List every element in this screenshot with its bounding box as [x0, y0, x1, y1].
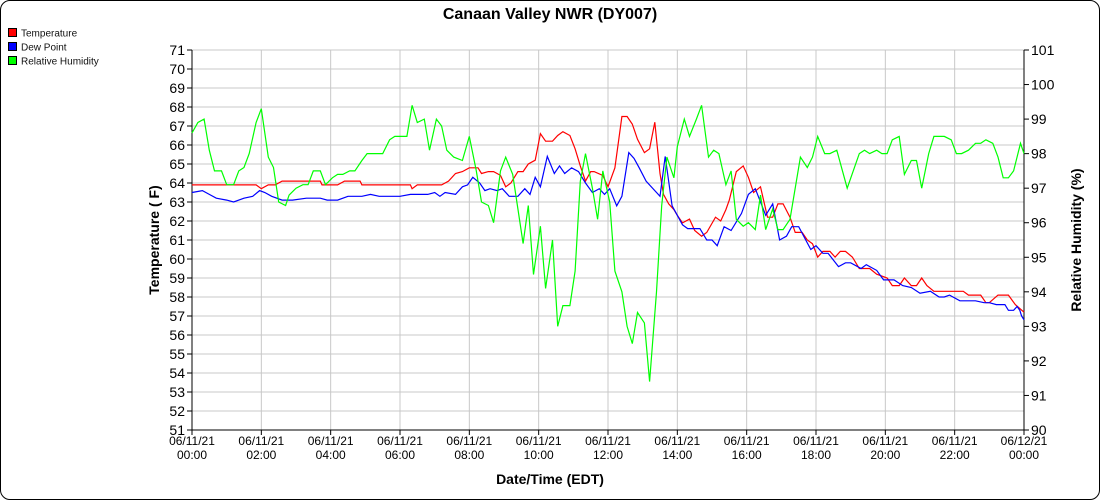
y-tick-label: 61 — [169, 232, 185, 248]
y-tick-label: 71 — [169, 42, 185, 58]
series-line-relative-humidity — [191, 105, 1025, 382]
x-tick-date: 06/11/21 — [516, 434, 562, 448]
x-tick-time: 06:00 — [385, 448, 415, 462]
legend-label: Relative Humidity — [21, 57, 99, 68]
chart-title: Canaan Valley NWR (DY007) — [443, 6, 657, 23]
series-line-dew-point — [191, 151, 1025, 321]
y-tick-label: 65 — [169, 156, 185, 172]
y-tick-label: 57 — [169, 308, 185, 324]
x-tick-date: 06/11/21 — [308, 434, 354, 448]
x-tick-date: 06/11/21 — [585, 434, 631, 448]
x-tick-time: 18:00 — [801, 448, 831, 462]
series-lines — [191, 105, 1025, 382]
x-tick-date: 06/11/21 — [654, 434, 700, 448]
series-line-temperature — [192, 115, 1025, 313]
y-tick-label: 56 — [169, 327, 185, 343]
legend-label: Temperature — [21, 29, 78, 40]
axes: 51 52 53 54 55 56 57 58 59 60 61 62 63 64 65 66 67 68 69 70… — [169, 42, 1054, 462]
y-tick-label: 69 — [169, 80, 185, 96]
x-tick-date: 06/12/21 — [1001, 434, 1048, 448]
y2-tick-label: 99 — [1031, 111, 1047, 127]
y-tick-label: 68 — [169, 99, 185, 115]
x-tick-date: 06/11/21 — [724, 434, 770, 448]
y2-tick-label: 101 — [1031, 42, 1055, 58]
y-tick-label: 52 — [169, 403, 185, 419]
x-tick-time: 00:00 — [177, 448, 207, 462]
y-axis-label: Temperature ( F) — [146, 185, 162, 294]
y-tick-label: 53 — [169, 384, 185, 400]
x-tick-date: 06/11/21 — [377, 434, 423, 448]
y-tick-label: 66 — [169, 137, 185, 153]
y2-tick-label: 95 — [1031, 249, 1047, 265]
y-tick-label: 67 — [169, 118, 185, 134]
x-tick-date: 06/11/21 — [446, 434, 492, 448]
legend-swatch — [8, 56, 17, 65]
x-tick-date: 06/11/21 — [932, 434, 978, 448]
y-tick-label: 60 — [169, 251, 185, 267]
y-tick-label: 55 — [169, 346, 185, 362]
y-tick-label: 59 — [169, 270, 185, 286]
x-tick-date: 06/11/21 — [238, 434, 284, 448]
x-tick-time: 16:00 — [732, 448, 762, 462]
x-tick-time: 00:00 — [1009, 448, 1039, 462]
x-tick-date: 06/11/21 — [862, 434, 908, 448]
legend: Temperature Dew Point Relative Humidity — [8, 28, 99, 68]
y2-tick-label: 100 — [1031, 77, 1055, 93]
y-tick-label: 64 — [169, 175, 185, 191]
x-tick-time: 12:00 — [593, 448, 623, 462]
x-tick-time: 20:00 — [870, 448, 900, 462]
y-tick-label: 62 — [169, 213, 185, 229]
legend-label: Dew Point — [21, 43, 67, 54]
y-tick-label: 63 — [169, 194, 185, 210]
x-tick-time: 22:00 — [940, 448, 970, 462]
y2-tick-label: 96 — [1031, 215, 1047, 231]
x-tick-time: 02:00 — [246, 448, 276, 462]
y2-tick-label: 90 — [1031, 422, 1047, 438]
y-tick-label: 58 — [169, 289, 185, 305]
legend-swatch — [8, 42, 17, 51]
y2-tick-label: 93 — [1031, 318, 1047, 334]
y2-tick-label: 92 — [1031, 353, 1047, 369]
y-tick-label: 51 — [169, 422, 185, 438]
x-tick-time: 14:00 — [662, 448, 692, 462]
y2-tick-label: 94 — [1031, 284, 1047, 300]
x-tick-time: 04:00 — [316, 448, 346, 462]
y2-tick-label: 98 — [1031, 146, 1047, 162]
y2-axis-label: Relative Humidity (%) — [1068, 168, 1084, 311]
x-tick-date: 06/11/21 — [169, 434, 215, 448]
y-tick-label: 70 — [169, 61, 185, 77]
x-tick-time: 10:00 — [524, 448, 554, 462]
legend-swatch — [8, 28, 17, 37]
x-axis-label: Date/Time (EDT) — [496, 471, 604, 487]
y2-tick-label: 97 — [1031, 180, 1047, 196]
x-tick-date: 06/11/21 — [793, 434, 839, 448]
x-tick-time: 08:00 — [454, 448, 484, 462]
y-tick-label: 54 — [169, 365, 185, 381]
gridlines — [191, 49, 1025, 431]
y2-tick-label: 91 — [1031, 387, 1047, 403]
